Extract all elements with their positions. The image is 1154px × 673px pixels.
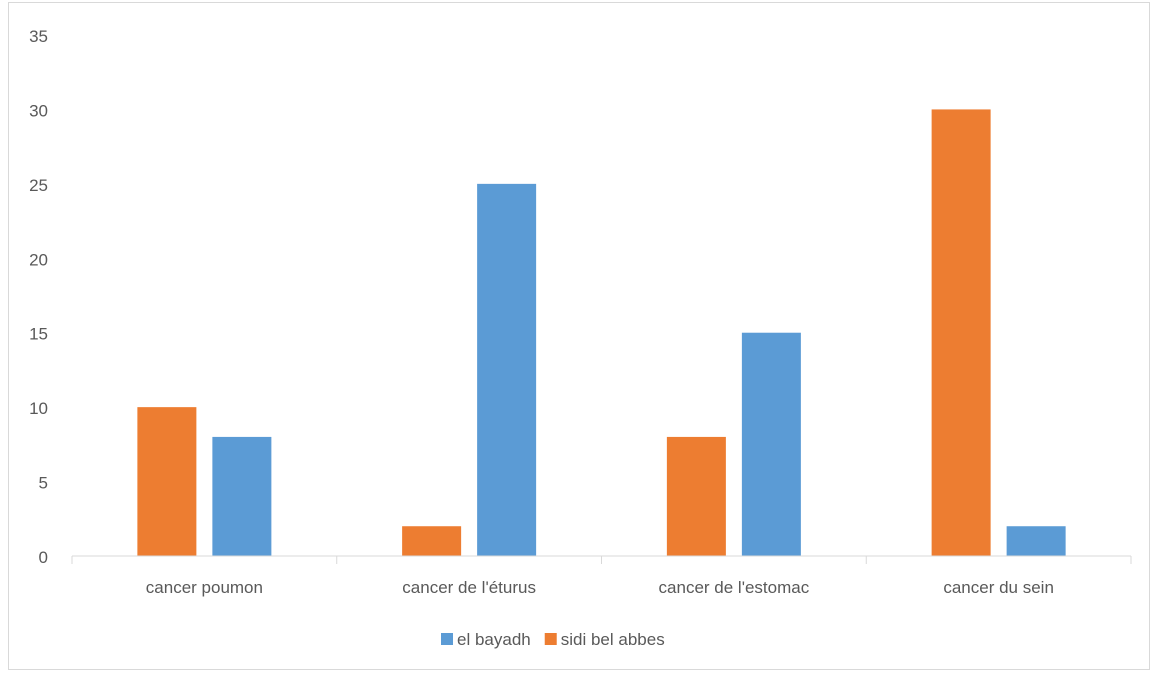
- x-tick-label: cancer poumon: [146, 578, 263, 597]
- bar-sidi-bel-abbes: [402, 526, 462, 556]
- y-tick-label: 15: [29, 325, 48, 344]
- y-tick-label: 0: [39, 548, 48, 567]
- bar-el-bayadh: [212, 436, 272, 556]
- bar-el-bayadh: [477, 183, 537, 556]
- y-axis-tick-labels: 0 5 10 15 20 25 30 35: [29, 27, 48, 567]
- legend-swatch-el-bayadh: [441, 633, 453, 645]
- y-tick-label: 20: [29, 250, 48, 269]
- y-tick-label: 25: [29, 176, 48, 195]
- legend: el bayadh sidi bel abbes: [441, 630, 665, 649]
- bar-sidi-bel-abbes: [137, 407, 197, 556]
- y-tick-label: 35: [29, 27, 48, 46]
- bar-el-bayadh: [741, 332, 801, 556]
- y-tick-label: 30: [29, 101, 48, 120]
- legend-label-sidi-bel-abbes: sidi bel abbes: [561, 630, 665, 649]
- bar-el-bayadh: [1006, 526, 1066, 556]
- x-axis: cancer poumon cancer de l'éturus cancer de…: [71, 555, 1132, 597]
- y-tick-label: 10: [29, 399, 48, 418]
- x-tick-label: cancer du sein: [943, 578, 1054, 597]
- bar-sidi-bel-abbes: [931, 109, 991, 556]
- x-tick-label: cancer de l'estomac: [659, 578, 810, 597]
- x-tick-label: cancer de l'éturus: [402, 578, 536, 597]
- y-tick-label: 5: [39, 474, 48, 493]
- legend-label-el-bayadh: el bayadh: [457, 630, 531, 649]
- bar-sidi-bel-abbes: [666, 436, 726, 556]
- bars: [137, 109, 1066, 556]
- legend-swatch-sidi-bel-abbes: [544, 633, 557, 645]
